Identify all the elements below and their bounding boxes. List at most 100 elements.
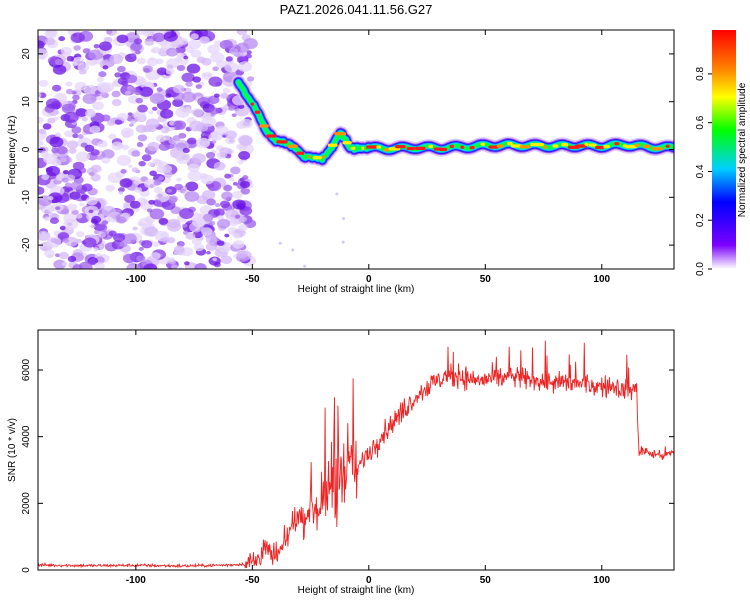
spectrogram-noise-blob: [246, 50, 252, 55]
spectrogram-ridge-peak: [552, 144, 559, 148]
spectrogram-noise-blob: [239, 51, 247, 57]
colorbar-tick-label: 0.4: [695, 164, 706, 178]
spectrogram-noise-blob: [66, 55, 75, 62]
spectrogram-noise-blob: [185, 81, 193, 87]
spectrogram-noise-blob: [59, 225, 66, 231]
spectrogram-noise-blob: [148, 110, 154, 115]
colorbar-tick-label: 0.8: [695, 67, 706, 81]
spectrogram-noise-blob: [152, 106, 158, 111]
spectrogram-noise-blob: [40, 150, 49, 158]
spectrogram-noise-blob: [94, 262, 105, 269]
spectrogram-noise-blob: [165, 93, 172, 98]
spectrogram-noise-blob: [172, 98, 184, 107]
spectrogram-noise-blob: [150, 48, 156, 53]
spectrogram-noise-blob: [38, 186, 45, 195]
spectrogram-ridge-peak: [561, 143, 569, 147]
spectrogram-noise-blob: [216, 60, 227, 68]
spectrogram-noise-blob: [122, 233, 137, 244]
spectrogram-noise-blob: [212, 66, 219, 72]
snr-x-axis: -100 -50 0 50 100: [126, 330, 611, 586]
spectrogram-noise-blob: [134, 38, 143, 45]
spectrogram-noise-blob: [137, 221, 144, 227]
spectrogram-noise-blob: [195, 84, 203, 89]
spectrogram-noise-blob: [101, 157, 111, 164]
spectrogram-noise-blob: [85, 109, 96, 118]
spectrogram-noise-blob: [225, 209, 239, 220]
snr-line: [38, 340, 674, 569]
spectrogram-noise-blob: [212, 257, 218, 262]
spectrogram-ridge-peak: [532, 143, 544, 147]
spectrogram-ridge-peak: [496, 144, 504, 148]
spectrogram-ridge-peak: [519, 145, 531, 149]
spectrogram-noise-blob: [341, 217, 345, 221]
spectrogram-noise-blob: [214, 93, 220, 98]
spectrogram-noise-blob: [178, 37, 189, 45]
spectrogram-noise-blob: [199, 36, 210, 45]
spectrogram-noise-blob: [235, 214, 241, 219]
spectrogram-ridge-peak: [595, 145, 605, 150]
spectrogram-noise-blob: [75, 213, 83, 219]
spectrogram-noise-blob: [61, 261, 68, 266]
spectrogram-noise-blob: [206, 198, 216, 206]
spectrogram-noise-blob: [108, 133, 117, 140]
spectrogram-noise-blob: [66, 140, 79, 149]
spectrogram-noise-blob: [42, 123, 52, 130]
spectrogram-noise-blob: [92, 101, 104, 111]
spectrogram-noise-blob: [47, 117, 56, 124]
spectrogram-noise-blob: [45, 37, 56, 46]
spectrogram-noise-blob: [236, 250, 248, 259]
spectrogram-noise-blob: [213, 208, 225, 217]
spectrogram-y-tick-label: -20: [21, 237, 32, 252]
spectrogram-noise-blob: [64, 182, 72, 188]
spectrogram-noise-blob: [98, 246, 104, 250]
spectrogram-x-tick-label: -100: [126, 274, 146, 285]
spectrogram-y-tick-label: 0: [21, 146, 32, 152]
spectrogram-noise-blob: [120, 169, 127, 174]
spectrogram-noise-blob: [122, 253, 136, 264]
spectrogram-noise-blob: [222, 87, 231, 94]
spectrogram-noise-blob: [186, 46, 195, 53]
spectrogram-noise-blob: [68, 147, 77, 154]
spectrogram-noise-blob: [93, 44, 100, 49]
spectrogram-noise-blob: [72, 94, 80, 101]
spectrogram-noise-blob: [64, 130, 74, 138]
spectrogram-noise-blob: [166, 188, 173, 193]
spectrogram-noise-blob: [81, 116, 88, 122]
spectrogram-noise-blob: [109, 53, 124, 65]
snr-xlabel: Height of straight line (km): [298, 585, 415, 596]
spectrogram-noise-blob: [115, 209, 122, 213]
spectrogram-ridge-peak: [327, 143, 338, 147]
spectrogram-noise-blob: [168, 197, 178, 204]
snr-y-tick-label: 4000: [21, 425, 32, 448]
spectrogram-noise-blob: [52, 84, 62, 92]
spectrogram-ridge-peak: [584, 142, 589, 146]
spectrogram-noise-blob: [98, 213, 105, 219]
spectrogram-noise-blob: [90, 149, 100, 156]
snr-y-axis: 0 2000 4000 6000: [21, 358, 674, 573]
spectrogram-noise-blob: [156, 67, 168, 76]
spectrogram-noise-blob: [49, 217, 59, 225]
spectrogram-noise-blob: [232, 190, 243, 199]
spectrogram-noise-blob: [163, 171, 173, 178]
spectrogram-noise-blob: [45, 98, 61, 109]
spectrogram-noise-blob: [206, 250, 211, 255]
spectrogram-noise-blob: [108, 230, 117, 237]
spectrogram-noise-blob: [67, 203, 78, 211]
spectrogram-noise-blob: [52, 64, 67, 75]
spectrogram-noise-blob: [202, 213, 214, 222]
spectrogram-noise-blob: [341, 240, 345, 244]
spectrogram-noise-blob: [141, 240, 153, 249]
spectrogram-ridge-peak: [342, 141, 352, 145]
spectrogram-noise-blob: [61, 177, 69, 183]
spectrogram-noise-blob: [38, 48, 49, 60]
spectrogram-noise-blob: [220, 92, 229, 99]
spectrogram-noise-blob: [41, 231, 47, 236]
spectrogram-ridge-peak: [439, 147, 448, 152]
spectrogram-noise-blob: [181, 223, 188, 228]
spectrogram-y-axis: -20 -10 0 10 20: [21, 48, 674, 252]
spectrogram-noise-blob: [167, 218, 181, 229]
spectrogram-ridge-peak: [507, 142, 513, 146]
spectrogram-noise-blob: [81, 183, 93, 192]
spectrogram-noise-blob: [89, 125, 101, 134]
spectrogram-noise-blob: [201, 227, 213, 236]
